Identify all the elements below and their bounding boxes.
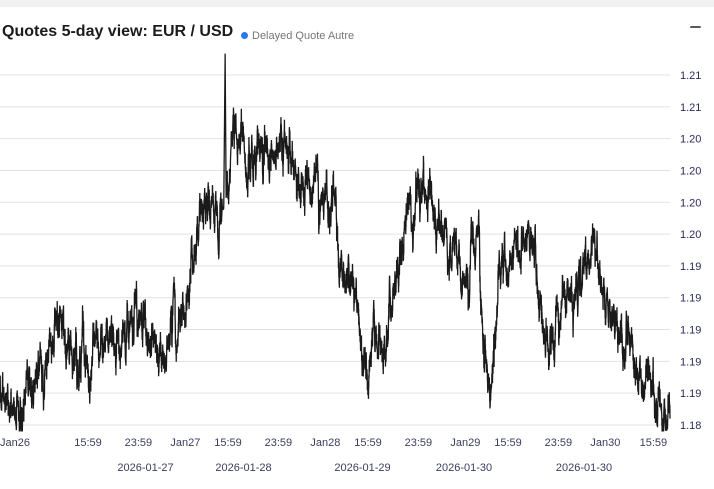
svg-text:1.20: 1.20	[680, 197, 701, 209]
svg-text:1.19: 1.19	[680, 325, 701, 337]
svg-text:2026-01-29: 2026-01-29	[334, 462, 390, 474]
svg-text:2026-01-27: 2026-01-27	[117, 462, 173, 474]
svg-text:1.19: 1.19	[680, 388, 701, 400]
svg-text:15:59: 15:59	[214, 437, 242, 449]
svg-text:15:59: 15:59	[640, 437, 668, 449]
svg-text:1.18: 1.18	[680, 420, 701, 432]
svg-text:23:59: 23:59	[125, 437, 153, 449]
svg-text:Jan30: Jan30	[590, 437, 620, 449]
svg-text:23:59: 23:59	[265, 437, 293, 449]
svg-text:1.19: 1.19	[680, 293, 701, 305]
svg-text:1.21: 1.21	[680, 70, 701, 82]
svg-text:15:59: 15:59	[354, 437, 382, 449]
svg-text:23:59: 23:59	[405, 437, 433, 449]
svg-text:Jan26: Jan26	[0, 437, 30, 449]
svg-text:2026-01-30: 2026-01-30	[436, 462, 492, 474]
svg-text:23:59: 23:59	[545, 437, 573, 449]
svg-text:1.20: 1.20	[680, 165, 701, 177]
svg-text:Jan27: Jan27	[170, 437, 200, 449]
svg-text:2026-01-30: 2026-01-30	[556, 462, 612, 474]
svg-text:2026-01-28: 2026-01-28	[215, 462, 271, 474]
svg-text:Jan28: Jan28	[310, 437, 340, 449]
svg-text:1.20: 1.20	[680, 229, 701, 241]
svg-text:1.21: 1.21	[680, 102, 701, 114]
svg-text:1.19: 1.19	[680, 261, 701, 273]
svg-text:1.20: 1.20	[680, 134, 701, 146]
svg-text:15:59: 15:59	[74, 437, 102, 449]
svg-text:Jan29: Jan29	[450, 437, 480, 449]
svg-text:1.19: 1.19	[680, 356, 701, 368]
svg-text:15:59: 15:59	[494, 437, 522, 449]
